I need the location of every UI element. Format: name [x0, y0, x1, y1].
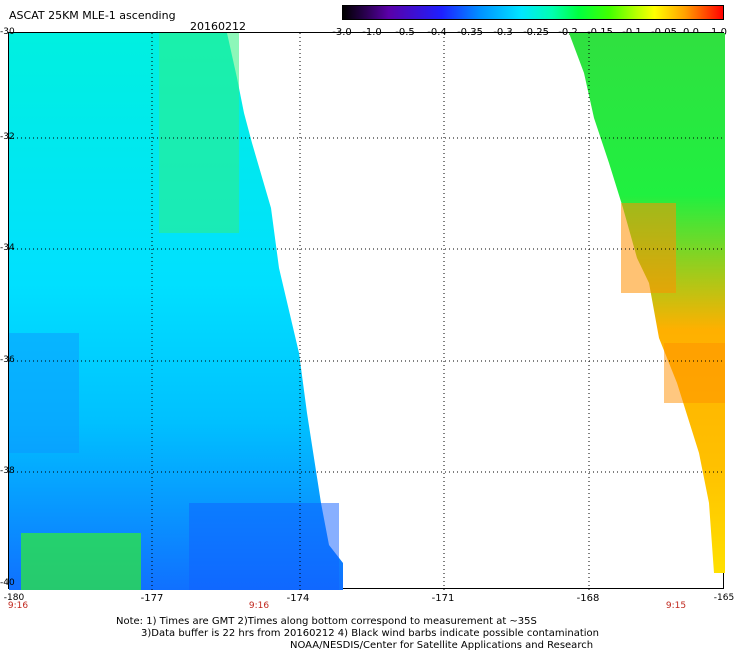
colorbar [342, 5, 724, 20]
x-tick-label: -177 [140, 593, 164, 604]
y-tick-label: -38 [0, 466, 15, 476]
map-plot [8, 32, 725, 590]
x-tick-label: -171 [431, 593, 455, 604]
map-title: ASCAT 25KM MLE-1 ascending [9, 9, 176, 22]
y-tick-label: -32 [0, 132, 15, 142]
swath-right-orange-patch [621, 203, 676, 293]
swath-left-green-patch [21, 533, 141, 590]
x-tick-label: -168 [576, 593, 600, 604]
note-line-2: 3)Data buffer is 22 hrs from 20160212 4)… [141, 628, 599, 639]
swath-left-blue-patch [9, 333, 79, 453]
time-label: 9:15 [665, 601, 687, 611]
map-svg [9, 33, 725, 590]
x-tick-label: -174 [286, 593, 310, 604]
swath-left-green-band [159, 33, 239, 233]
map-date: 20160212 [190, 20, 246, 33]
swath-right [569, 33, 725, 573]
swath-left-blue-bottom [189, 503, 339, 590]
y-tick-label: -30 [0, 27, 15, 37]
graticule [9, 33, 725, 590]
y-tick-label: -36 [0, 355, 15, 365]
y-tick-label: -34 [0, 243, 15, 253]
x-tick-label: -165 [713, 593, 735, 603]
time-label: 9:16 [248, 601, 270, 611]
y-tick-label: -40 [0, 578, 15, 588]
note-line-1: Note: 1) Times are GMT 2)Times along bot… [116, 616, 537, 627]
credit-line: NOAA/NESDIS/Center for Satellite Applica… [290, 640, 594, 651]
x-tick-label: -180 [3, 593, 25, 603]
swath-left [9, 33, 343, 590]
swath-right-orange-band [664, 343, 725, 403]
time-label: 9:16 [7, 601, 29, 611]
